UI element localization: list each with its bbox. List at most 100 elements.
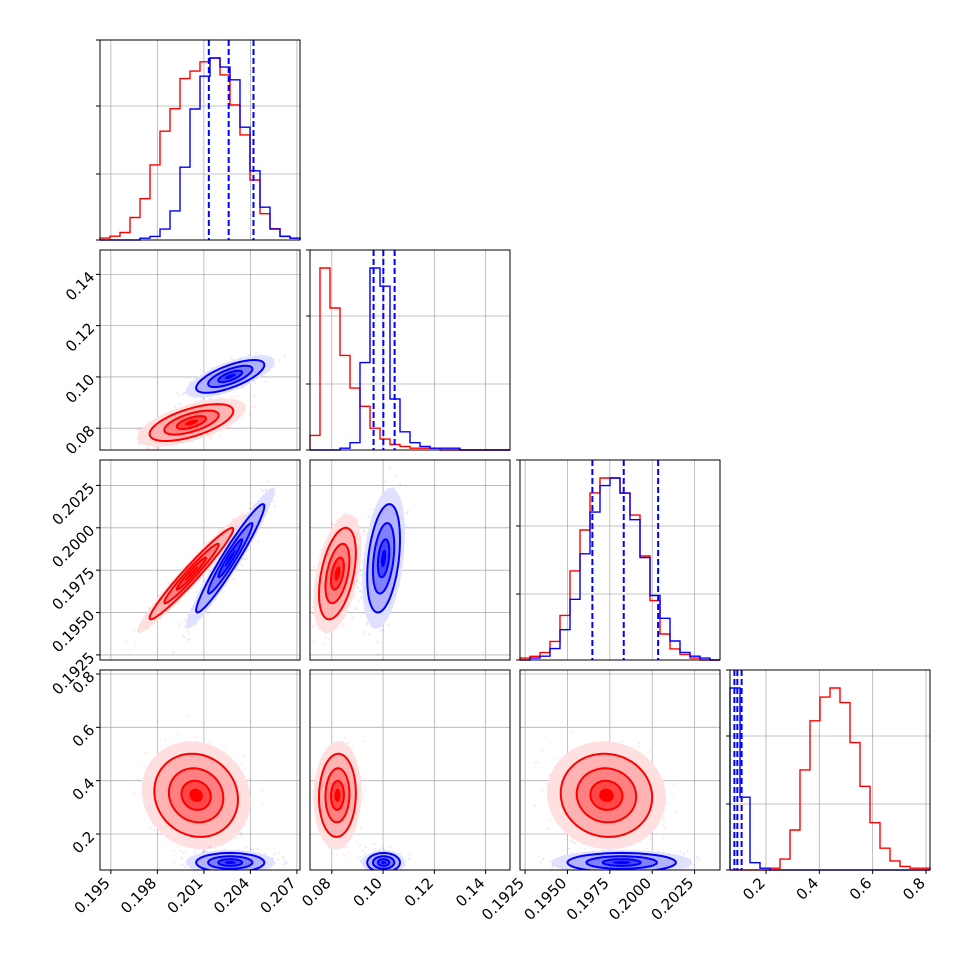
scatter-point <box>396 475 399 478</box>
contour-line <box>195 358 266 394</box>
scatter-point <box>354 607 357 610</box>
scatter-point <box>137 442 140 445</box>
scatter-point <box>231 518 234 521</box>
scatter-point <box>186 613 189 617</box>
contour-line <box>330 556 345 591</box>
contour-line <box>207 522 254 595</box>
scatter-point <box>242 557 245 561</box>
scatter-point <box>363 530 366 533</box>
panel-frame <box>99 249 301 451</box>
scatter-point <box>278 359 281 362</box>
scatter-point <box>230 357 233 361</box>
scatter-point <box>183 635 186 638</box>
scatter-point <box>183 619 187 622</box>
scatter-point <box>158 461 160 463</box>
scatter-point <box>137 428 140 432</box>
scatter-point <box>253 405 256 408</box>
scatter-point <box>311 625 315 628</box>
scatter-point <box>225 542 228 545</box>
scatter-point <box>379 629 382 633</box>
scatter-point <box>356 579 359 582</box>
scatter-point <box>319 549 322 552</box>
scatter-point <box>283 354 286 357</box>
scatter-point <box>209 437 212 440</box>
scatter-point <box>342 623 345 626</box>
scatter-point <box>341 624 344 628</box>
scatter-point <box>225 584 228 587</box>
contour-line <box>148 526 235 621</box>
scatter-point <box>362 631 365 634</box>
scatter-point <box>247 353 250 357</box>
scatter-point <box>182 392 185 396</box>
scatter-point <box>359 573 363 576</box>
scatter-point <box>186 630 189 633</box>
scatter-point <box>303 640 305 642</box>
scatter-point <box>324 637 327 640</box>
scatter-point <box>273 505 276 508</box>
scatter-point <box>251 406 254 409</box>
scatter-point <box>201 397 205 400</box>
scatter-point <box>356 586 360 589</box>
scatter-point <box>334 518 338 522</box>
scatter-point <box>272 365 275 369</box>
scatter-point <box>187 632 190 635</box>
scatter-point <box>232 577 235 581</box>
scatter-point <box>172 651 175 654</box>
scatter-point <box>192 586 195 589</box>
scatter-point <box>312 613 315 616</box>
scatter-point <box>273 487 276 490</box>
scatter-point <box>358 590 361 593</box>
scatter-point <box>213 557 217 560</box>
contour-line <box>195 503 266 614</box>
scatter-point <box>239 356 242 359</box>
scatter-point <box>356 532 359 536</box>
panel-0-2 <box>99 459 301 661</box>
panel-1-2 <box>303 459 511 661</box>
scatter-point <box>138 428 141 431</box>
scatter-point <box>250 502 253 505</box>
scatter-point <box>153 446 156 450</box>
density-peak <box>334 566 341 581</box>
scatter-point <box>175 391 178 394</box>
scatter-point <box>146 447 149 450</box>
scatter-point <box>174 406 177 409</box>
contour-line <box>148 403 235 442</box>
scatter-point <box>367 515 370 518</box>
density-peak <box>184 566 199 581</box>
contour-line <box>175 556 208 591</box>
scatter-point <box>127 649 130 652</box>
contour-line <box>207 364 254 389</box>
density-peak <box>184 419 199 426</box>
scatter-point <box>218 435 222 438</box>
scatter-point <box>334 628 337 632</box>
scatter-point <box>166 582 169 585</box>
scatter-point <box>209 367 212 370</box>
panel-content <box>303 466 409 656</box>
panel-content <box>123 480 276 654</box>
contour-line <box>217 369 244 384</box>
scatter-point <box>157 593 160 597</box>
scatter-point <box>357 599 361 602</box>
scatter-point <box>388 466 391 469</box>
scatter-point <box>364 533 367 536</box>
scatter-point <box>157 447 160 450</box>
scatter-point <box>123 641 126 644</box>
scatter-point <box>125 639 128 642</box>
scatter-point <box>183 391 186 394</box>
scatter-point <box>353 596 356 599</box>
scatter-point <box>257 540 260 543</box>
scatter-point <box>365 623 368 626</box>
scatter-point <box>335 511 338 514</box>
scatter-point <box>266 480 269 483</box>
scatter-point <box>248 413 252 416</box>
scatter-point <box>254 381 257 384</box>
scatter-point <box>204 541 207 544</box>
scatter-point <box>215 598 218 601</box>
scatter-point <box>248 410 251 414</box>
scatter-point <box>362 529 365 532</box>
contour-line <box>163 542 220 605</box>
scatter-point <box>182 635 185 638</box>
contour-line <box>175 415 208 430</box>
scatter-point <box>134 641 137 644</box>
scatter-point <box>240 564 243 567</box>
